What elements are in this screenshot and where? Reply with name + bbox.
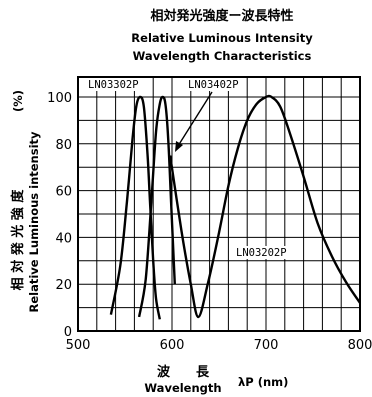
series-line-LN03402P — [137, 95, 176, 318]
annotation-arrow-line — [177, 91, 213, 147]
y-tick-label: 0 — [64, 325, 72, 340]
y-tick-label: 80 — [55, 138, 72, 153]
y-axis-label-jp: 相 対 発 光 強 度 — [10, 189, 26, 291]
x-tick-label: 800 — [348, 338, 372, 353]
chart-title-jp: 相対発光強度ー波長特性 — [150, 8, 293, 24]
x-tick-label: 600 — [160, 338, 185, 353]
y-tick-label: 40 — [55, 231, 72, 246]
chart-title-en-1: Relative Luminous Intensity — [131, 31, 313, 45]
curve-label: LN03402P — [188, 79, 239, 91]
y-axis-unit: (%) — [11, 90, 25, 112]
y-axis-label: (%) 相 対 発 光 強 度 Relative Luminous intens… — [10, 90, 41, 313]
curve-label-bg — [234, 246, 291, 259]
y-tick-label: 100 — [47, 91, 72, 106]
series-line-LN03202P — [168, 94, 361, 319]
curve-label-bg — [86, 78, 143, 91]
y-tick-label: 20 — [55, 278, 72, 293]
y-tick-label: 60 — [55, 185, 72, 200]
curve-label-bg — [186, 78, 243, 91]
series-line-LN03302P — [109, 95, 161, 320]
x-tick-label: 500 — [66, 338, 91, 353]
x-axis-label-en: Wavelength — [144, 381, 221, 395]
x-axis-label-jp: 波 長 — [157, 364, 210, 380]
plot-area: 500 600 700 800 0 20 40 60 80 100 LN03302P LN03402P… — [47, 76, 372, 353]
x-axis-unit: λP (nm) — [238, 375, 288, 389]
y-axis-label-en: Relative Luminous intensity — [27, 131, 41, 313]
annotation-arrow-head — [175, 141, 183, 152]
x-axis-label: 波 長 Wavelength λP (nm) — [144, 364, 288, 395]
plot-frame — [77, 76, 361, 332]
curve-label: LN03302P — [88, 79, 139, 91]
chart-title-en-2: Wavelength Characteristics — [133, 49, 312, 63]
x-tick-label: 700 — [254, 338, 279, 353]
curve-label: LN03202P — [236, 247, 287, 259]
